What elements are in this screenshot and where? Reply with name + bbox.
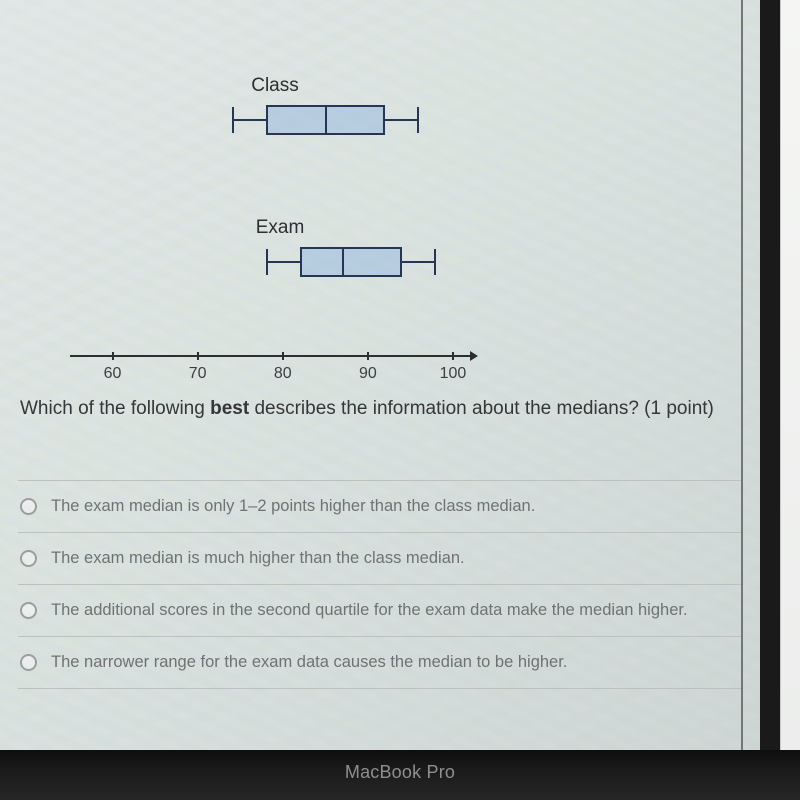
question-bold: best (210, 398, 249, 419)
answer-option[interactable]: The narrower range for the exam data cau… (18, 637, 742, 689)
axis-tick-label: 60 (104, 365, 122, 383)
boxplot-exam (266, 247, 436, 277)
radio-icon[interactable] (20, 498, 37, 515)
page-edge-strip (780, 0, 800, 750)
answer-option-label: The narrower range for the exam data cau… (51, 653, 567, 672)
question-text: Which of the following best describes th… (20, 395, 740, 423)
radio-icon[interactable] (20, 602, 37, 619)
axis-tick-label: 90 (359, 365, 377, 383)
answer-option[interactable]: The additional scores in the second quar… (18, 585, 742, 637)
question-prefix: Which of the following (20, 398, 210, 419)
axis-tick-label: 80 (274, 365, 292, 383)
question-suffix: describes the information about the medi… (249, 398, 714, 419)
axis-tick-label: 70 (189, 365, 207, 383)
answer-option-label: The exam median is only 1–2 points highe… (51, 497, 535, 516)
radio-icon[interactable] (20, 550, 37, 567)
number-line-axis: 60708090100 (70, 355, 470, 357)
answer-option[interactable]: The exam median is much higher than the … (18, 533, 742, 585)
boxplot-chart: Class Exam 60708090100 (40, 0, 470, 370)
answer-option-label: The additional scores in the second quar… (51, 601, 688, 620)
quiz-panel: Class Exam 60708090100 Which of the foll… (0, 0, 760, 750)
axis-tick-label: 100 (440, 365, 467, 383)
laptop-bezel: MacBook Pro (0, 750, 800, 800)
boxplot-title-exam: Exam (256, 217, 305, 239)
boxplot-title-class: Class (251, 75, 299, 97)
radio-icon[interactable] (20, 654, 37, 671)
boxplot-class (232, 105, 419, 135)
panel-right-border (741, 0, 743, 750)
answer-option[interactable]: The exam median is only 1–2 points highe… (18, 480, 742, 533)
answer-option-label: The exam median is much higher than the … (51, 549, 465, 568)
device-label: MacBook Pro (345, 762, 455, 783)
answer-options: The exam median is only 1–2 points highe… (18, 480, 742, 689)
